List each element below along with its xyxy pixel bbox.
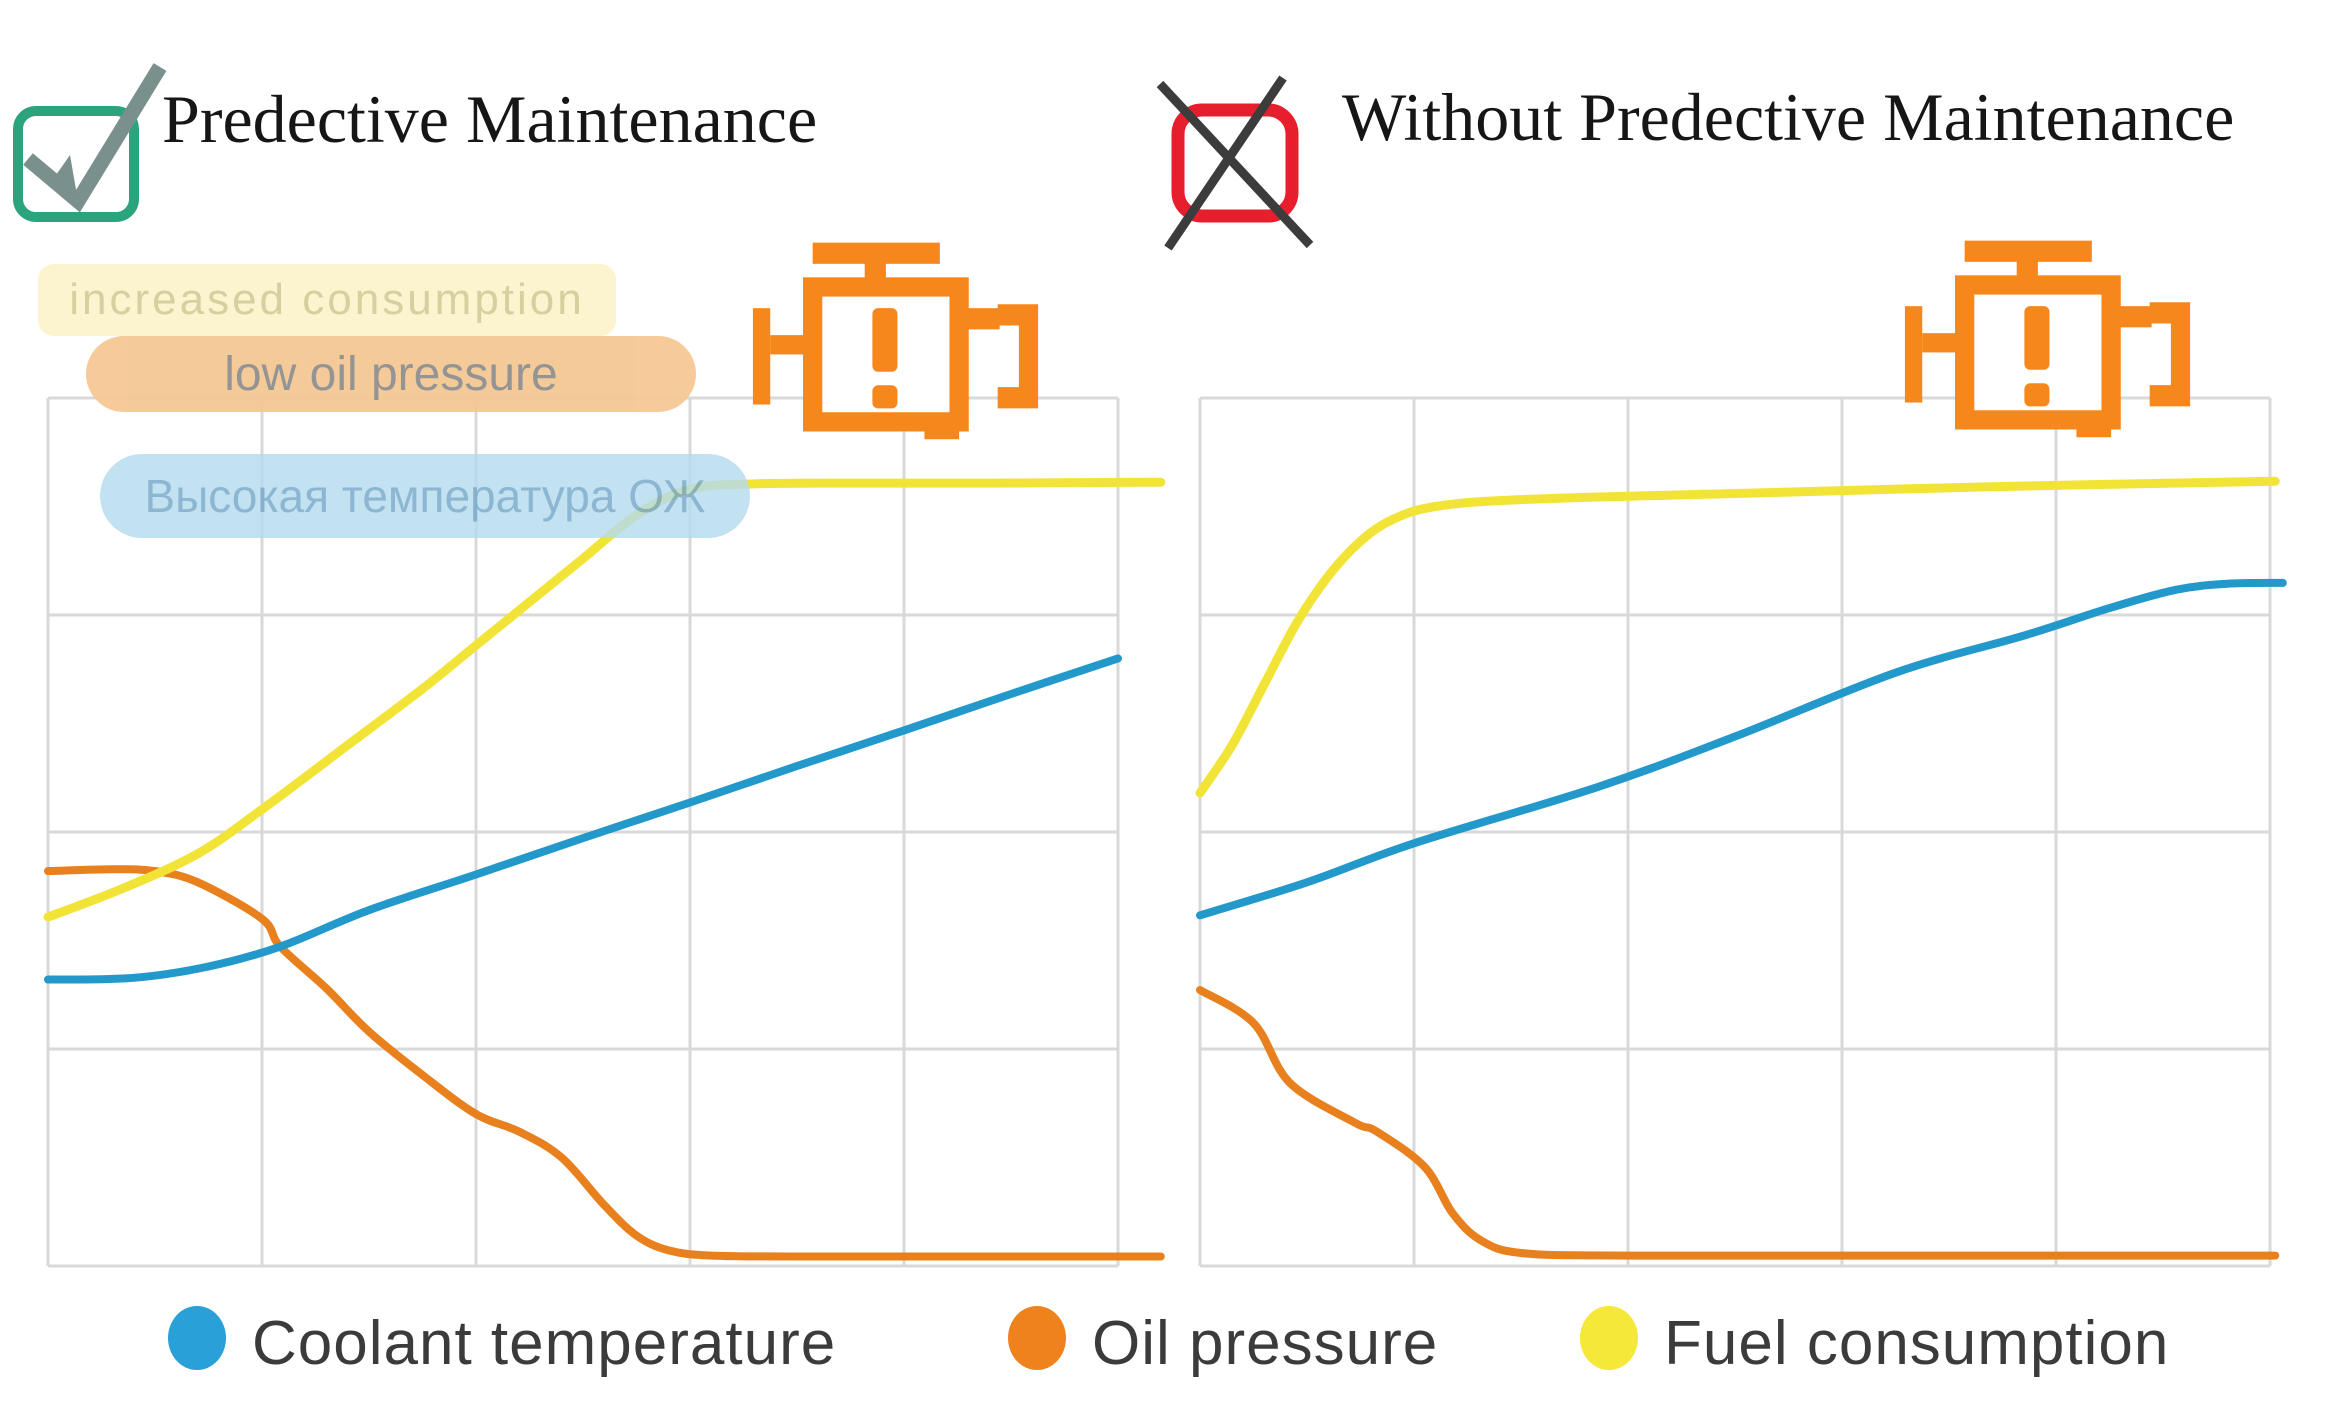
legend-label-fuel-consumption: Fuel consumption (1664, 1309, 2170, 1378)
legend-dot-coolant-temperature (168, 1306, 226, 1370)
left-chart-title: Predective Maintenance (162, 81, 818, 157)
legend-label-oil-pressure: Oil pressure (1092, 1309, 1439, 1378)
annotation-low-oil-pressure: low oil pressure (86, 336, 696, 412)
right-chart-title: Without Predective Maintenance (1342, 79, 2235, 155)
series-coolant-temperature (1196, 578, 2287, 920)
annotation-high-coolant-temperature: Высокая температура ОЖ (100, 454, 750, 538)
series-oil-pressure (44, 865, 1165, 1261)
series-fuel-consumption (1195, 476, 2280, 798)
series-coolant-temperature (44, 654, 1122, 984)
series-fuel-consumption (43, 477, 1166, 922)
check-engine-warning-icon (1904, 240, 2191, 438)
chart-without-predictive-maintenance (1195, 396, 2287, 1268)
crossed-box-icon (1156, 75, 1314, 251)
legend-dot-fuel-consumption (1580, 1306, 1638, 1370)
series-oil-pressure (1196, 985, 2280, 1260)
legend-label-coolant-temperature: Coolant temperature (252, 1309, 837, 1378)
legend-dot-oil-pressure (1008, 1306, 1066, 1370)
check-engine-warning-icon (752, 242, 1039, 440)
chart-with-predictive-maintenance (43, 396, 1166, 1268)
annotation-increased-consumption: increased consumption (38, 264, 616, 336)
checkbox-checked-icon (13, 63, 167, 222)
